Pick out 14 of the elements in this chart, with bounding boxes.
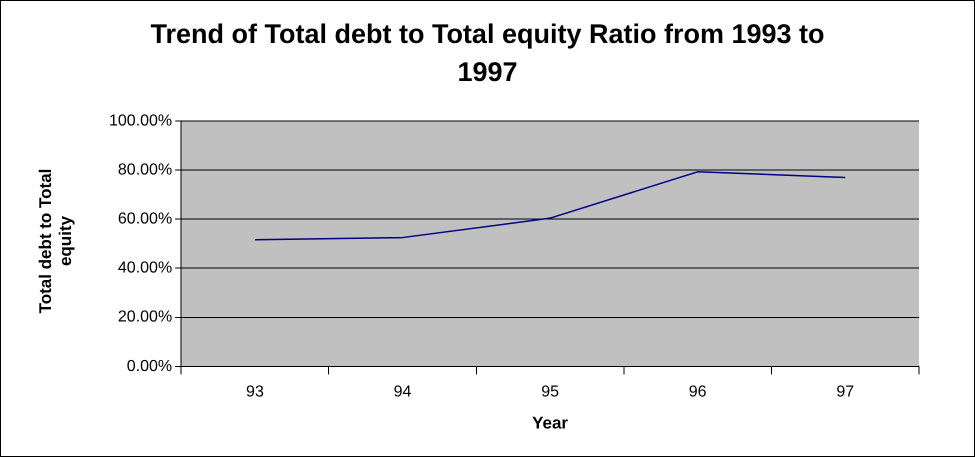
x-tick-label: 97: [836, 383, 854, 400]
x-tick-label: 93: [246, 383, 264, 400]
x-tick-label: 95: [541, 383, 560, 400]
x-tick-label: 96: [688, 383, 707, 400]
y-tick-label: 20.00%: [118, 308, 172, 326]
y-tick-label: 60.00%: [118, 210, 172, 228]
x-tick-label: 94: [394, 383, 412, 400]
y-tick-label: 0.00%: [126, 358, 172, 375]
chart-title: Trend of Total debt to Total equity Ratio from 1993 to 1997: [149, 18, 826, 89]
y-tick-label: 40.00%: [118, 260, 172, 277]
y-tick-label: 80.00%: [118, 161, 172, 178]
y-axis-title: Total debt to Total equity: [36, 168, 76, 316]
x-axis-title: Year: [532, 413, 568, 432]
y-tick-label: 100.00%: [108, 112, 172, 130]
